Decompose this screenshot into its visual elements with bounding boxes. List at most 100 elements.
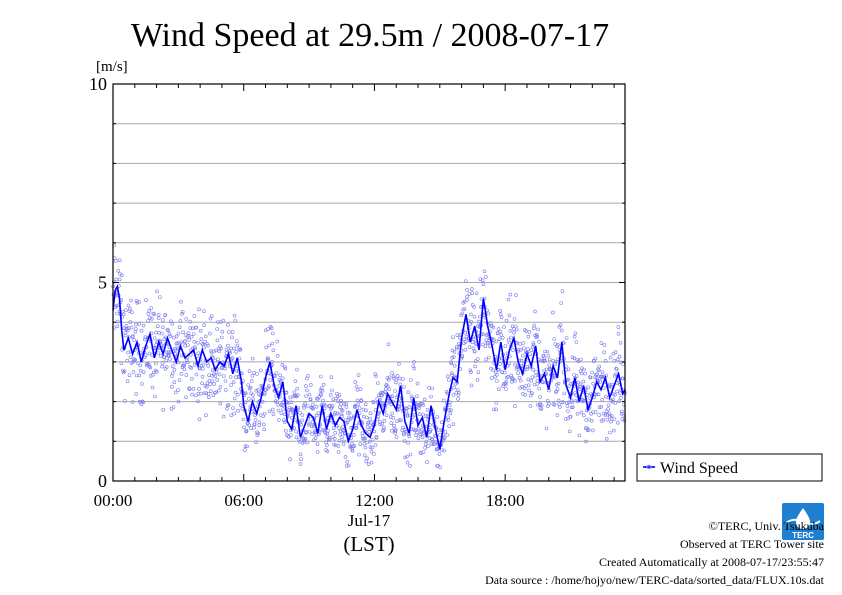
sample-point	[337, 393, 342, 397]
sample-point	[438, 465, 442, 470]
sample-point	[243, 448, 247, 452]
sample-point	[601, 375, 605, 380]
sample-point	[138, 368, 143, 373]
sample-point	[199, 391, 203, 396]
sample-point	[114, 303, 119, 308]
sample-point	[583, 371, 587, 376]
sample-point	[491, 338, 496, 342]
sample-point	[247, 369, 252, 373]
sample-point	[244, 391, 248, 396]
sample-point	[139, 328, 144, 333]
sample-point	[187, 337, 191, 342]
sample-point	[423, 446, 427, 450]
sample-point	[556, 381, 561, 386]
sample-point	[167, 353, 171, 358]
sample-point	[518, 342, 522, 346]
sample-point	[513, 404, 517, 408]
sample-point	[387, 375, 392, 380]
sample-point	[591, 428, 595, 433]
sample-point	[375, 381, 380, 385]
sample-point	[117, 277, 122, 282]
sample-point	[345, 459, 350, 464]
sample-point	[215, 327, 219, 331]
sample-point	[209, 314, 214, 319]
sample-point	[218, 344, 222, 349]
sample-point	[552, 402, 557, 407]
sample-point	[416, 426, 421, 431]
sample-point	[419, 428, 424, 432]
sample-point	[486, 341, 491, 345]
sample-point	[551, 310, 555, 315]
sample-point	[469, 320, 474, 324]
sample-point	[368, 439, 372, 444]
sample-point	[214, 390, 218, 395]
sample-point	[430, 386, 435, 391]
sample-point	[217, 372, 222, 377]
sample-point	[472, 305, 476, 309]
sample-point	[478, 314, 482, 319]
sample-point	[204, 413, 208, 418]
sample-point	[116, 268, 121, 273]
sample-point	[299, 422, 304, 427]
sample-point	[132, 358, 137, 363]
sample-point	[339, 412, 344, 417]
sample-point	[140, 399, 145, 404]
sample-point	[313, 436, 318, 441]
x-axis-label: (LST)	[343, 532, 394, 556]
sample-point	[160, 331, 164, 336]
sample-point	[233, 318, 237, 323]
sample-point	[331, 435, 335, 439]
sample-point	[447, 408, 452, 412]
sample-point	[418, 432, 423, 437]
sample-point	[356, 402, 361, 407]
sample-point	[460, 354, 465, 359]
sample-point	[527, 330, 532, 334]
sample-point	[357, 452, 361, 457]
sample-point	[598, 379, 603, 384]
sample-point	[235, 392, 240, 397]
sample-point	[123, 333, 128, 338]
sample-point	[199, 363, 204, 368]
sample-point	[311, 438, 316, 443]
sample-point	[603, 413, 608, 417]
sample-point	[577, 387, 582, 391]
sample-point	[179, 371, 184, 376]
sample-point	[180, 311, 184, 316]
sample-point	[607, 411, 612, 416]
sample-point	[574, 374, 579, 378]
sample-point	[545, 398, 550, 403]
sample-point	[368, 416, 372, 421]
sample-point	[613, 350, 618, 355]
sample-point	[494, 339, 499, 344]
sample-point	[514, 327, 519, 332]
sample-point	[192, 314, 197, 318]
sample-point	[398, 382, 403, 387]
sample-point	[568, 382, 573, 386]
sample-point	[393, 428, 398, 432]
sample-point	[182, 367, 187, 372]
gridlines	[113, 123, 625, 442]
sample-point	[617, 354, 622, 359]
sample-point	[194, 325, 198, 330]
sample-point	[470, 287, 474, 291]
sample-point	[600, 370, 605, 375]
sample-point	[128, 320, 133, 324]
sample-point	[594, 392, 599, 397]
sample-point	[405, 413, 410, 418]
sample-point	[490, 376, 494, 380]
sample-point	[370, 445, 374, 450]
sample-point	[254, 388, 259, 393]
sample-point	[226, 343, 230, 348]
sample-point	[185, 358, 189, 362]
sample-point	[182, 361, 186, 366]
sample-point	[207, 378, 212, 383]
sample-point	[432, 442, 437, 446]
sample-point	[327, 435, 332, 440]
sample-point	[174, 341, 179, 346]
sample-point	[566, 400, 571, 405]
sample-point	[205, 341, 209, 346]
sample-point	[516, 371, 520, 376]
sample-point	[194, 372, 199, 377]
sample-point	[215, 378, 219, 382]
sample-point	[124, 323, 129, 328]
